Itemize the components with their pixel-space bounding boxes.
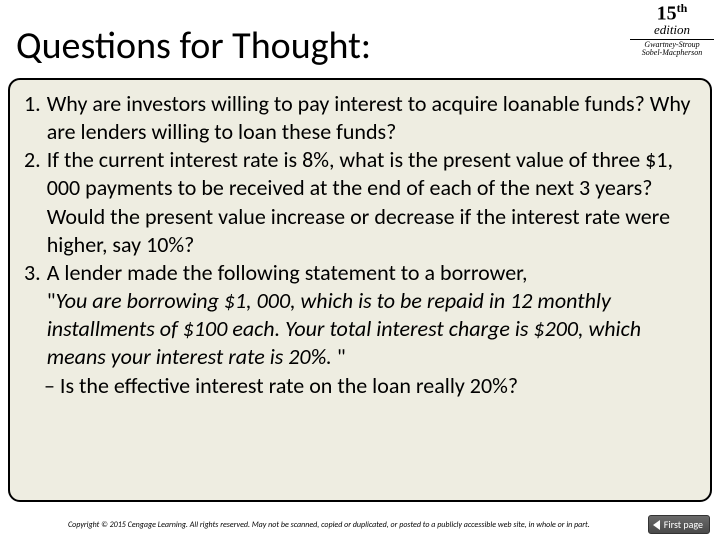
triangle-left-icon [653,520,660,530]
question-text: Why are investors willing to pay interes… [47,90,696,146]
q3-quote-close: " [332,343,346,370]
edition-badge: 15th edition Gwartney-Stroup Sobel-Macph… [630,2,714,58]
authors-line-2: Sobel-Macpherson [630,49,714,58]
question-text: A lender made the following statement to… [47,259,696,372]
content-panel: 1. Why are investors willing to pay inte… [8,78,712,502]
slide-header: Questions for Thought: 15th edition Gwar… [0,0,720,78]
first-page-button[interactable]: First page [648,515,710,534]
slide-title: Questions for Thought: [16,8,704,68]
edition-suffix: th [677,1,688,15]
slide-footer: Copyright © 2015 Cengage Learning. All r… [0,515,720,534]
question-1: 1. Why are investors willing to pay inte… [24,90,696,146]
question-text: If the current interest rate is 8%, what… [47,146,696,259]
question-2: 2. If the current interest rate is 8%, w… [24,146,696,259]
q3-lead: A lender made the following statement to… [47,259,528,286]
q3-quote-open: " [47,287,56,314]
edition-label: edition [630,22,714,40]
question-number: 3. [24,259,47,372]
question-3: 3. A lender made the following statement… [24,259,696,372]
edition-number: 15th [630,2,714,24]
copyright-text: Copyright © 2015 Cengage Learning. All r… [10,520,648,530]
first-page-label: First page [664,518,703,531]
edition-authors: Gwartney-Stroup Sobel-Macpherson [630,41,714,59]
q3-followup: – Is the effective interest rate on the … [24,372,696,400]
question-number: 1. [24,90,47,146]
question-number: 2. [24,146,47,259]
